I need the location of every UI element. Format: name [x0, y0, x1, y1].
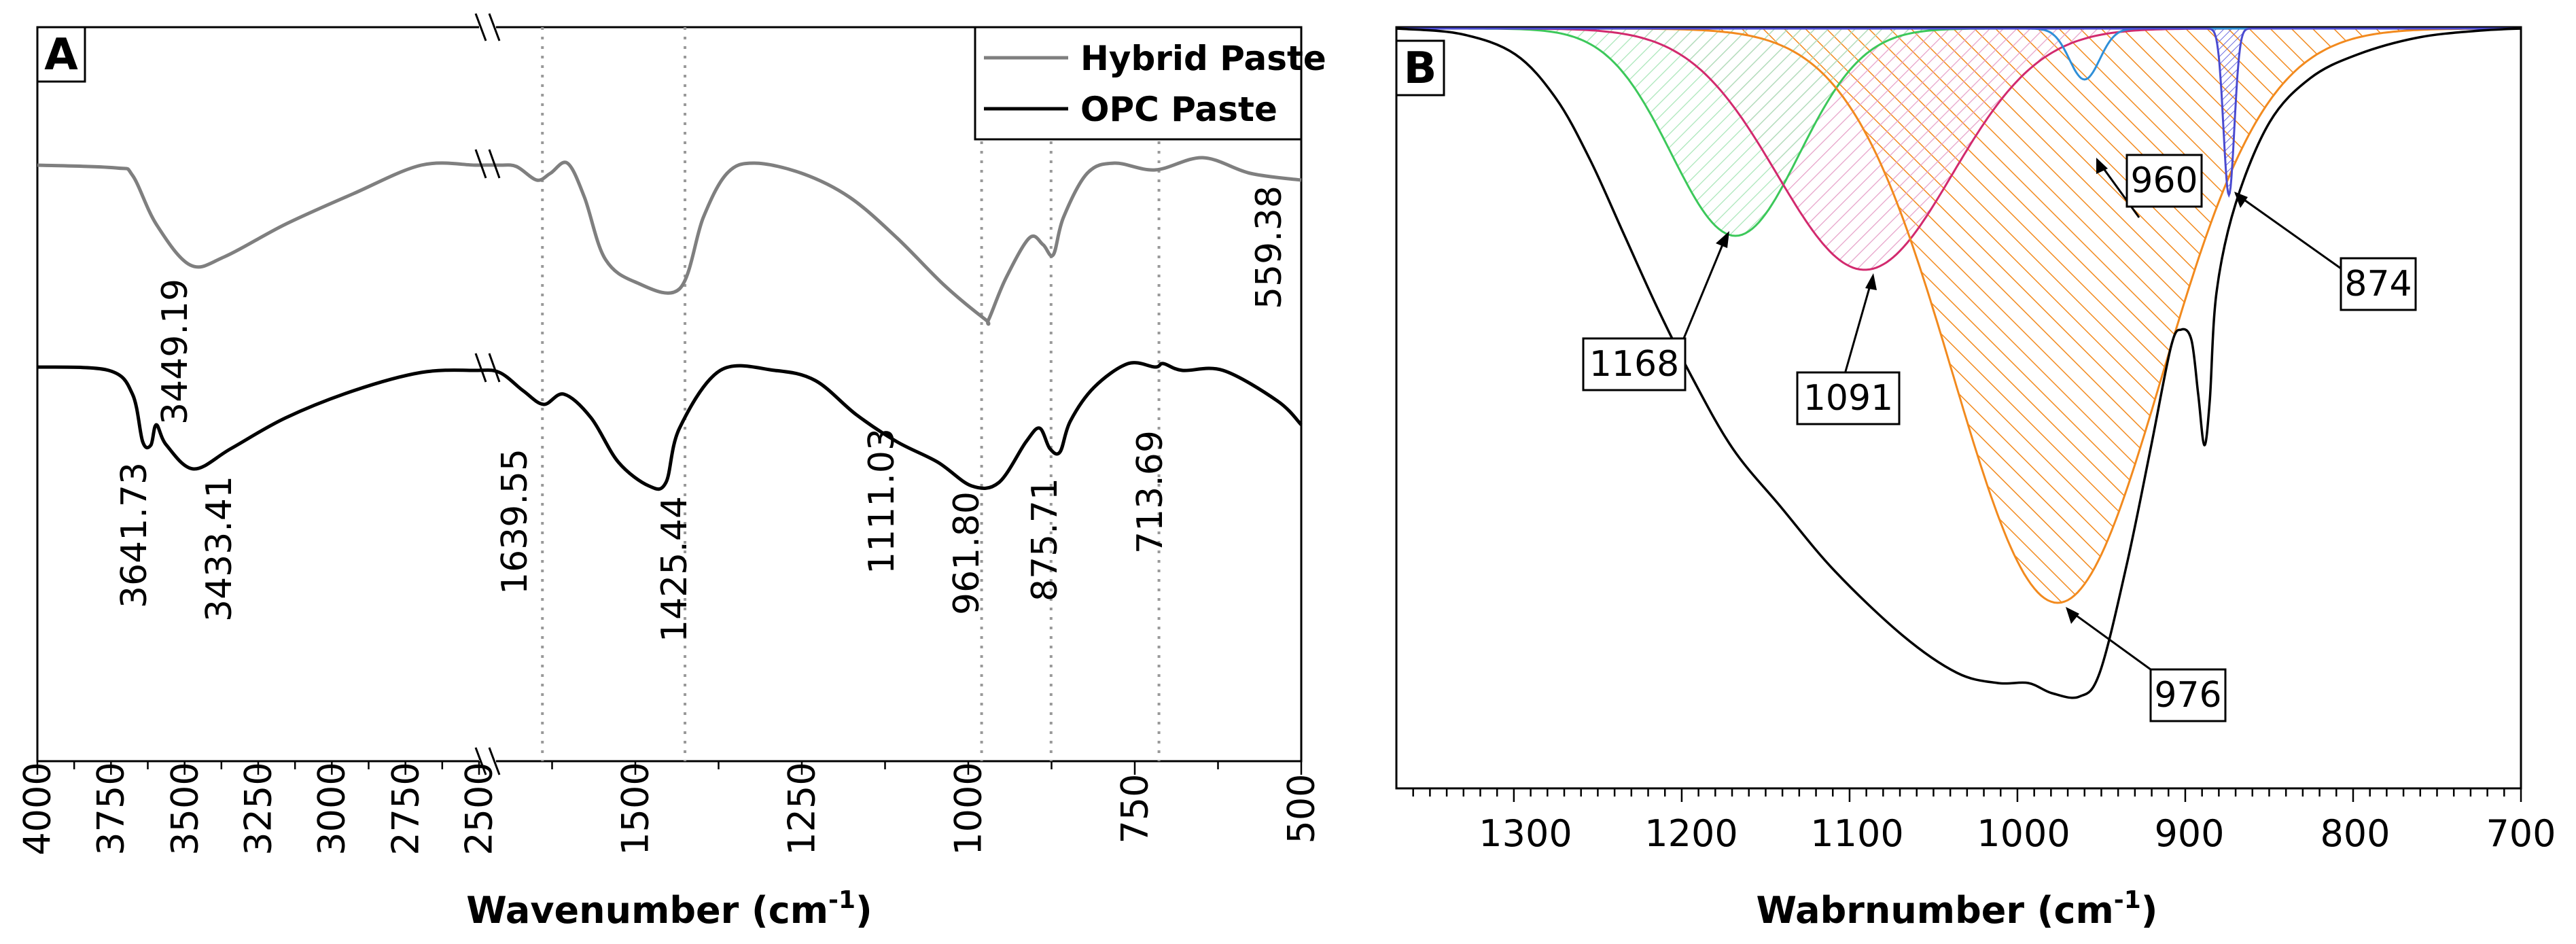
component-976-fill — [1396, 29, 2521, 603]
annotation-arrow — [2235, 192, 2342, 270]
peak-box — [2125, 154, 2203, 208]
legend: Hybrid Paste OPC Paste — [974, 26, 1326, 141]
x-ticks — [1412, 788, 2522, 802]
axis-break-mark — [488, 13, 501, 41]
measured-spectrum — [1396, 27, 2522, 699]
panel-a: 4000 3750 3500 3250 3000 2750 2500 1500 … — [16, 13, 1326, 932]
tick-label: 3500 — [164, 762, 207, 855]
component-1091-fill — [1396, 29, 2521, 270]
tick-label: 1250 — [781, 762, 824, 855]
arrow-head — [2234, 192, 2248, 208]
peak-box-label: 976 — [2154, 675, 2221, 716]
x-ticks — [36, 761, 1303, 775]
legend-box — [974, 26, 1303, 141]
panel-b: 1300 1200 1100 1000 900 800 700 Wabrnumb… — [1395, 26, 2556, 932]
axis-break-mark — [488, 747, 501, 775]
tick-label: 750 — [1114, 773, 1157, 843]
panel-b-frame — [1395, 26, 2522, 790]
x-axis-title: Wabrnumber (cm-1) — [1757, 886, 2158, 932]
tick-label: 900 — [2154, 812, 2224, 855]
tick-label: 2500 — [458, 762, 501, 855]
peak-label: 3449.19 — [155, 279, 196, 425]
legend-label: Hybrid Paste — [1080, 39, 1326, 78]
panel-letter: B — [1404, 43, 1437, 94]
tick-label: 1000 — [947, 762, 990, 855]
tick-label: 800 — [2320, 812, 2390, 855]
peak-box — [2149, 668, 2227, 722]
tick-label: 1300 — [1479, 812, 1572, 855]
legend-label: OPC Paste — [1080, 90, 1277, 129]
peak-box-label: 1091 — [1803, 378, 1893, 419]
x-tick-labels: 4000 3750 3500 3250 3000 2750 2500 1500 … — [16, 762, 1323, 855]
tick-label: 1100 — [1810, 812, 1903, 855]
arrow-head — [2096, 158, 2108, 174]
series-hybrid-paste — [37, 156, 1302, 326]
annotation-arrow — [1843, 278, 1873, 374]
peak-box — [1796, 371, 1901, 425]
panel-letter-box — [1395, 39, 1445, 97]
peak-box-label: 1168 — [1589, 344, 1679, 385]
tick-label: 1200 — [1644, 812, 1737, 855]
guide-lines — [541, 27, 1161, 761]
component-1168-fill — [1396, 29, 2521, 236]
peak-label: 1639.55 — [495, 449, 535, 595]
component-874 — [1396, 27, 2521, 198]
peak-label: 1111.03 — [862, 428, 902, 574]
x-axis-title: Wavenumber (cm-1) — [466, 886, 872, 932]
annotation-arrow — [2068, 609, 2151, 671]
peak-box — [1582, 337, 1687, 391]
tick-label: 1500 — [614, 762, 657, 855]
curve-break-mark — [474, 149, 487, 179]
axis-break-mark — [474, 747, 487, 775]
curve-break-mark — [488, 149, 501, 179]
peak-label: 3433.41 — [199, 476, 240, 622]
peak-box-label: 874 — [2344, 264, 2412, 304]
panel-letter-box — [36, 26, 86, 83]
axis-break-mark — [474, 13, 487, 41]
peak-box-label: 960 — [2130, 160, 2198, 201]
tick-label: 700 — [2486, 812, 2556, 855]
peak-labels: 3449.19 559.38 3641.73 3433.41 1639.55 1… — [114, 186, 1290, 642]
tick-label: 3250 — [237, 762, 280, 855]
tick-label: 500 — [1280, 773, 1323, 843]
annotation-arrow — [2098, 162, 2140, 218]
peak-label: 1425.44 — [654, 496, 695, 642]
peak-label: 961.80 — [947, 491, 987, 615]
arrow-head — [1865, 273, 1877, 290]
peak-label: 875.71 — [1025, 478, 1065, 601]
panel-letter: A — [44, 30, 78, 80]
peak-label: 3641.73 — [114, 462, 155, 608]
peak-label: 713.69 — [1130, 430, 1171, 554]
x-tick-labels: 1300 1200 1100 1000 900 800 700 — [1479, 812, 2556, 855]
tick-label: 3000 — [311, 762, 353, 855]
curve-break-mark — [474, 353, 487, 383]
peak-box — [2340, 257, 2417, 311]
tick-label: 3750 — [90, 762, 133, 855]
series-opc-paste — [37, 361, 1303, 491]
curve-break-mark — [488, 353, 501, 383]
peak-label: 559.38 — [1249, 186, 1290, 309]
tick-label: 1000 — [1977, 812, 2070, 855]
arrow-head — [2066, 607, 2079, 624]
arrow-head — [1716, 231, 1729, 248]
peak-annotations: 960 874 1168 1091 976 — [1582, 154, 2417, 722]
tick-label: 2750 — [385, 762, 427, 855]
annotation-arrow — [1680, 236, 1727, 344]
tick-label: 4000 — [16, 762, 59, 855]
